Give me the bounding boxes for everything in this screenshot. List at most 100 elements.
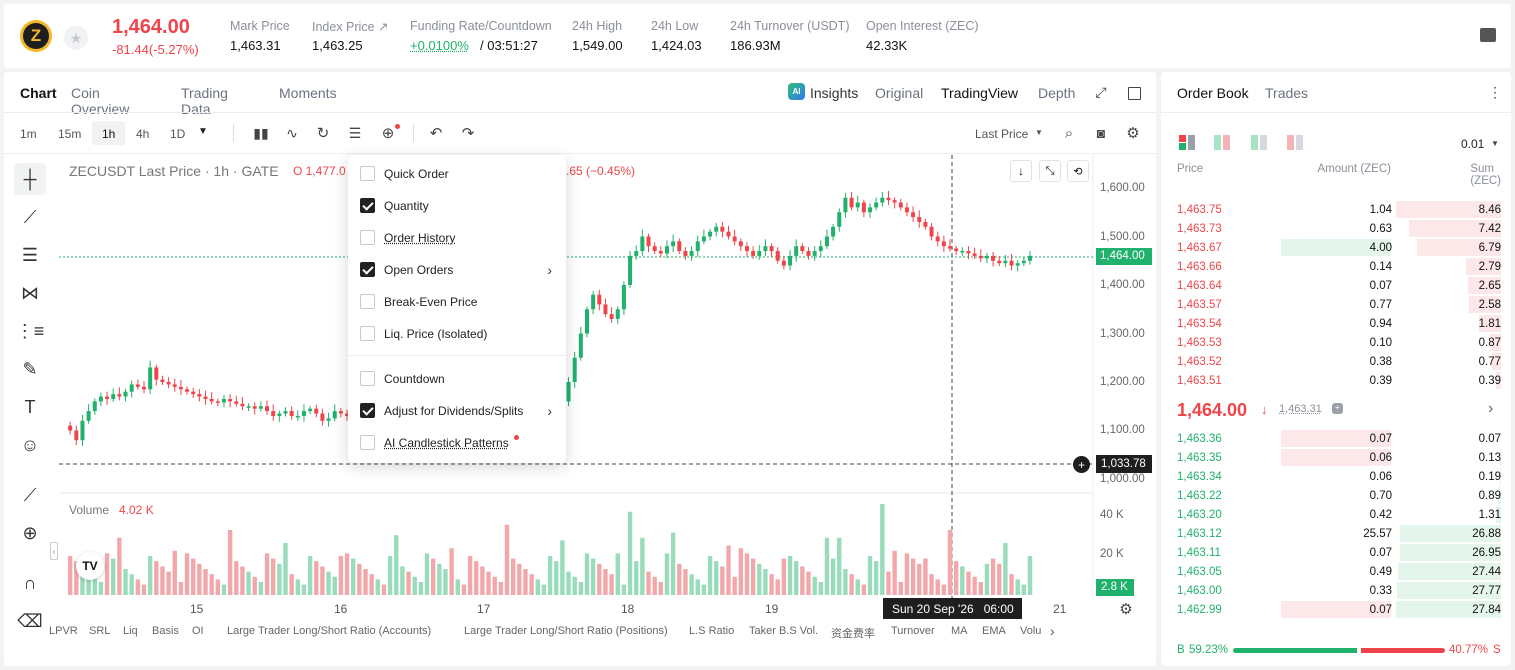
orderbook-row[interactable]: 1,463.11 0.07 26.95 bbox=[1177, 544, 1501, 563]
indicator-chip[interactable]: Liq bbox=[123, 625, 138, 637]
collapse-icon[interactable]: ⤡ bbox=[1039, 160, 1061, 182]
orderbook-row[interactable]: 1,463.12 25.57 26.88 bbox=[1177, 525, 1501, 544]
view-depth[interactable]: Depth bbox=[1038, 85, 1076, 101]
templates-icon[interactable]: ☰ bbox=[348, 124, 362, 141]
orderbook-row[interactable]: 1,463.64 0.07 2.65 bbox=[1177, 277, 1501, 296]
pattern-tool-icon[interactable]: ⋈ bbox=[21, 282, 39, 303]
price-chart[interactable] bbox=[0, 0, 1160, 670]
collapse-toolbar-icon[interactable]: ‹ bbox=[50, 542, 58, 560]
orderbook-row[interactable]: 1,463.75 1.04 8.46 bbox=[1177, 201, 1501, 220]
precision-select[interactable]: 0.01 bbox=[1461, 137, 1485, 151]
menu-checkbox[interactable] bbox=[360, 294, 375, 309]
crosshair-tool-icon[interactable]: ┼ bbox=[14, 163, 46, 195]
timeframe-1h[interactable]: 1h bbox=[102, 127, 116, 141]
orderbook-row[interactable]: 1,463.67 4.00 6.79 bbox=[1177, 239, 1501, 258]
price-type-select[interactable]: Last Price bbox=[975, 127, 1029, 141]
tab-trading-data[interactable]: Trading Data bbox=[181, 85, 228, 117]
orderbook-row[interactable]: 1,463.52 0.38 0.77 bbox=[1177, 353, 1501, 372]
orderbook-row[interactable]: 1,463.20 0.42 1.31 bbox=[1177, 506, 1501, 525]
replay-icon[interactable]: ↻ bbox=[316, 125, 330, 142]
layout-asks-icon[interactable] bbox=[1287, 135, 1303, 150]
menu-checkbox[interactable] bbox=[360, 230, 375, 245]
mid-expand-icon[interactable]: › bbox=[1488, 400, 1494, 417]
axis-settings-icon[interactable]: ⚙ bbox=[1119, 601, 1133, 618]
indicator-chip[interactable]: MA bbox=[951, 625, 968, 637]
indicator-chip[interactable]: Basis bbox=[152, 625, 179, 637]
orderbook-row[interactable]: 1,463.51 0.39 0.39 bbox=[1177, 372, 1501, 391]
orderbook-row[interactable]: 1,463.35 0.06 0.13 bbox=[1177, 449, 1501, 468]
tab-moments[interactable]: Moments bbox=[279, 85, 337, 101]
trend-line-tool-icon[interactable]: ⟋ bbox=[23, 206, 37, 227]
menu-checkbox[interactable] bbox=[360, 403, 375, 418]
menu-item[interactable]: Break-Even Price bbox=[348, 289, 566, 315]
text-tool-icon[interactable]: T bbox=[24, 396, 36, 417]
indicator-strip-next-icon[interactable]: › bbox=[1050, 623, 1055, 639]
menu-checkbox[interactable] bbox=[360, 371, 375, 386]
expand-icon[interactable]: ⤢ bbox=[1095, 83, 1107, 100]
menu-checkbox[interactable] bbox=[360, 326, 375, 341]
menu-item[interactable]: Quick Order bbox=[348, 161, 566, 187]
orderbook-row[interactable]: 1,463.05 0.49 27.44 bbox=[1177, 563, 1501, 582]
orderbook-row[interactable]: 1,463.00 0.33 27.77 bbox=[1177, 582, 1501, 601]
indicator-chip[interactable]: Volu bbox=[1020, 625, 1042, 637]
menu-checkbox[interactable] bbox=[360, 198, 375, 213]
menu-item[interactable]: Order History bbox=[348, 225, 566, 251]
indicator-chip[interactable]: Large Trader Long/Short Ratio (Accounts) bbox=[227, 625, 432, 637]
menu-checkbox[interactable] bbox=[360, 435, 375, 450]
orderbook-row[interactable]: 1,463.36 0.07 0.07 bbox=[1177, 430, 1501, 449]
magnet-tool-icon[interactable]: ∩ bbox=[23, 572, 37, 593]
timeframe-4h[interactable]: 4h bbox=[136, 127, 150, 141]
eraser-tool-icon[interactable]: ⌫ bbox=[17, 610, 43, 631]
indicators-icon[interactable]: ∿ bbox=[286, 124, 298, 141]
indicator-chip[interactable]: Taker B.S Vol. bbox=[749, 625, 819, 637]
layout-bids-icon[interactable] bbox=[1251, 135, 1267, 150]
candle-type-icon[interactable]: ▮▮ bbox=[253, 124, 269, 141]
emoji-tool-icon[interactable]: ☺ bbox=[20, 434, 40, 455]
projection-tool-icon[interactable]: ⋮≡ bbox=[15, 320, 45, 341]
timeframe-dropdown-icon[interactable]: ▼ bbox=[198, 126, 208, 137]
crosshair-add-icon[interactable]: + bbox=[1073, 456, 1090, 473]
orderbook-row[interactable]: 1,463.53 0.10 0.87 bbox=[1177, 334, 1501, 353]
fib-tool-icon[interactable]: ☰ bbox=[21, 244, 39, 265]
indicator-chip[interactable]: LPVR bbox=[49, 625, 78, 637]
timeframe-1d[interactable]: 1D bbox=[170, 127, 186, 141]
orderbook-row[interactable]: 1,463.57 0.77 2.58 bbox=[1177, 296, 1501, 315]
camera-icon[interactable]: ◙ bbox=[1096, 125, 1106, 141]
orderbook-more-icon[interactable]: ⋮ bbox=[1488, 84, 1502, 100]
timeframe-15m[interactable]: 15m bbox=[58, 127, 82, 141]
search-icon[interactable]: ⌕ bbox=[1064, 124, 1074, 142]
indicator-chip[interactable]: 资金费率 bbox=[831, 628, 875, 640]
orderbook-row[interactable]: 1,463.22 0.70 0.89 bbox=[1177, 487, 1501, 506]
zoom-in-tool-icon[interactable]: ⊕ bbox=[22, 522, 38, 543]
redo-icon[interactable]: ↷ bbox=[461, 125, 475, 142]
tab-trades[interactable]: Trades bbox=[1265, 85, 1309, 101]
menu-checkbox[interactable] bbox=[360, 262, 375, 277]
indicator-chip[interactable]: Large Trader Long/Short Ratio (Positions… bbox=[464, 625, 668, 637]
favorite-star-icon[interactable]: ★ bbox=[64, 26, 88, 50]
view-tradingview[interactable]: TradingView bbox=[941, 85, 1019, 101]
notebook-icon[interactable] bbox=[1480, 28, 1496, 42]
brush-tool-icon[interactable]: ✎ bbox=[22, 358, 38, 379]
view-original[interactable]: Original bbox=[875, 85, 924, 101]
indicator-chip[interactable]: L.S Ratio bbox=[689, 625, 735, 637]
window-icon[interactable] bbox=[1124, 83, 1144, 103]
indicator-chip[interactable]: EMA bbox=[982, 625, 1006, 637]
menu-item[interactable]: Countdown bbox=[348, 366, 566, 392]
menu-item[interactable]: Liq. Price (Isolated) bbox=[348, 321, 566, 347]
layout-both-icon[interactable] bbox=[1179, 135, 1195, 150]
undo-icon[interactable]: ↶ bbox=[429, 125, 443, 142]
indicator-chip[interactable]: SRL bbox=[89, 625, 111, 637]
menu-item[interactable]: AI Candlestick Patterns bbox=[348, 430, 566, 456]
scroll-down-icon[interactable]: ↓ bbox=[1010, 160, 1032, 182]
menu-item[interactable]: Open Orders › bbox=[348, 257, 566, 283]
view-insights[interactable]: Insights bbox=[810, 85, 859, 101]
price-type-chevron-icon[interactable]: ▼ bbox=[1035, 128, 1043, 137]
tab-order-book[interactable]: Order Book bbox=[1177, 85, 1249, 101]
menu-item[interactable]: Quantity bbox=[348, 193, 566, 219]
tab-coin-overview[interactable]: Coin Overview bbox=[71, 85, 130, 117]
orderbook-row[interactable]: 1,463.54 0.94 1.81 bbox=[1177, 315, 1501, 334]
add-plus-icon[interactable]: ⊕ bbox=[381, 125, 395, 142]
refresh-pane-icon[interactable]: ⟲ bbox=[1067, 160, 1089, 182]
indicator-chip[interactable]: OI bbox=[192, 625, 204, 637]
orderbook-row[interactable]: 1,463.34 0.06 0.19 bbox=[1177, 468, 1501, 487]
